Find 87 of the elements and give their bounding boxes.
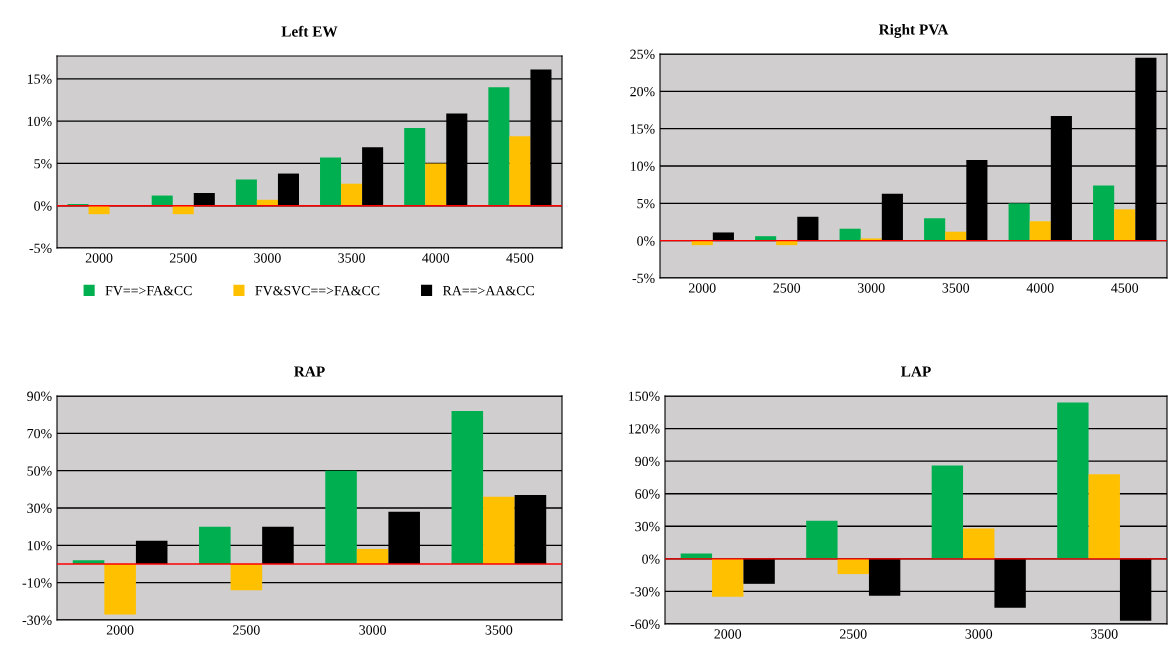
bar <box>963 528 995 559</box>
x-tick-label: 3500 <box>942 283 970 293</box>
y-tick-label: 25% <box>630 49 655 59</box>
bar <box>88 205 110 215</box>
y-tick-label: 15% <box>27 74 52 84</box>
x-tick-label: 2500 <box>169 253 197 263</box>
y-tick-label: 90% <box>27 391 52 401</box>
bar <box>1008 203 1030 241</box>
legend-label: RA==>AA&CC <box>442 285 534 296</box>
x-tick-label: 2000 <box>85 253 113 263</box>
x-tick-label: 2000 <box>714 629 742 639</box>
bar <box>230 564 263 591</box>
x-tick-label: 2500 <box>773 283 801 293</box>
bar <box>1057 402 1089 559</box>
bar <box>235 179 257 206</box>
x-tick-label: 3000 <box>965 629 993 639</box>
x-tick-label: 3000 <box>254 253 281 263</box>
x-tick-label: 2500 <box>233 625 260 635</box>
bar <box>743 558 775 584</box>
y-tick-label: 120% <box>628 424 660 434</box>
chart-title: LAP <box>900 366 931 377</box>
x-tick-label: 3500 <box>338 253 365 263</box>
y-tick-label: 20% <box>630 86 655 97</box>
x-tick-label: 3500 <box>485 625 513 635</box>
y-tick-label: 0% <box>34 201 52 211</box>
y-tick-label: 90% <box>635 456 660 467</box>
bar <box>712 558 744 597</box>
bar <box>1088 474 1120 559</box>
bar <box>1029 221 1051 241</box>
legend-label: FV&SVC==>FA&CC <box>255 285 380 296</box>
x-tick-label: 3000 <box>359 625 386 635</box>
bar <box>320 157 342 206</box>
chart-title: Left EW <box>281 25 338 37</box>
legend-label: FV==>FA&CC <box>105 285 192 296</box>
bar <box>839 228 861 241</box>
x-tick-label: 2500 <box>839 629 867 639</box>
bar <box>193 193 215 206</box>
y-tick-label: -60% <box>630 619 660 629</box>
y-tick-label: -30% <box>22 615 52 625</box>
bar <box>404 127 426 206</box>
bar <box>1093 185 1115 241</box>
bar <box>325 470 357 564</box>
bar <box>806 520 838 559</box>
y-tick-label: 150% <box>628 391 660 401</box>
y-tick-label: 0% <box>637 236 655 246</box>
y-tick-label: 30% <box>635 521 660 532</box>
y-tick-label: -10% <box>22 578 52 588</box>
bar <box>488 87 510 206</box>
y-tick-label: 10% <box>27 116 52 127</box>
bar <box>837 558 869 575</box>
y-tick-label: -5% <box>29 243 52 253</box>
y-tick-label: 70% <box>27 428 52 439</box>
x-tick-label: 2000 <box>106 625 134 635</box>
y-tick-label: -5% <box>632 273 655 283</box>
bar <box>172 205 194 215</box>
bar <box>931 465 964 559</box>
y-tick-label: 5% <box>637 198 655 209</box>
chart-title: Right PVA <box>878 23 949 38</box>
bar <box>104 564 136 615</box>
bar <box>483 496 515 564</box>
y-tick-label: 50% <box>27 466 52 476</box>
bar <box>1114 209 1136 241</box>
bar <box>356 549 389 564</box>
y-tick-label: 10% <box>630 161 655 171</box>
y-tick-label: 5% <box>34 159 52 169</box>
y-tick-label: 0% <box>642 554 660 564</box>
x-tick-label: 4000 <box>1026 283 1054 293</box>
x-tick-label: 2000 <box>688 283 716 293</box>
bar <box>341 183 363 206</box>
y-tick-label: 60% <box>635 489 660 499</box>
x-tick-label: 4000 <box>422 253 450 263</box>
bar <box>199 526 231 564</box>
bar <box>425 163 447 206</box>
bar <box>924 218 946 241</box>
y-tick-label: 15% <box>630 124 655 134</box>
y-tick-label: -30% <box>630 587 660 597</box>
bar <box>509 136 531 206</box>
x-tick-label: 3500 <box>1091 629 1118 639</box>
bar <box>277 173 299 206</box>
y-tick-label: 10% <box>27 540 52 551</box>
bar <box>797 216 819 241</box>
bar <box>451 410 484 564</box>
x-tick-label: 3000 <box>858 283 885 293</box>
y-tick-label: 30% <box>27 503 52 513</box>
chart-title: RAP <box>294 366 325 377</box>
x-tick-label: 4500 <box>506 253 534 263</box>
x-tick-label: 4500 <box>1111 283 1139 293</box>
